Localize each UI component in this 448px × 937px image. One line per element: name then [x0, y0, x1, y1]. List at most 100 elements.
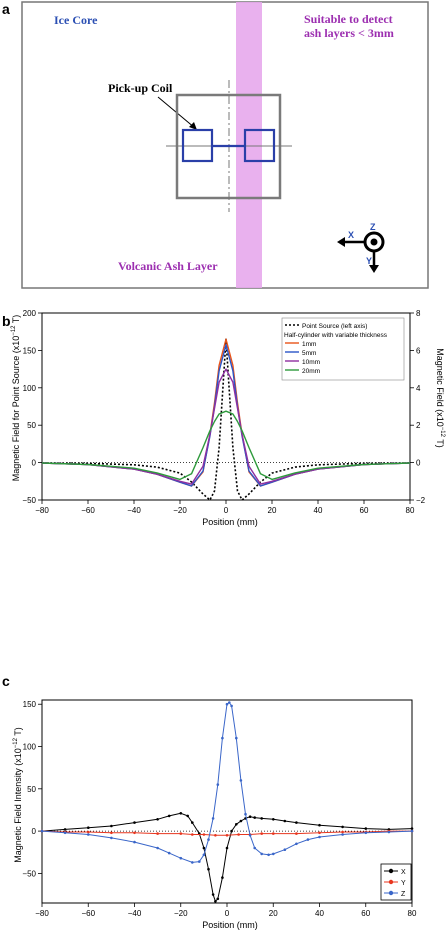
y-axis-arrowhead	[369, 265, 379, 273]
chart-c-series-z-point	[202, 853, 206, 857]
chart-c-series-z-point	[179, 856, 183, 860]
chart-c-series-z-point	[283, 848, 287, 851]
legend-half-cylinder-header: Half-cylinder with variable thickness	[284, 332, 388, 339]
chart-c-series-x-point	[216, 897, 220, 901]
chart-b-ylabel-right: Magnetic Field (x10−12 T)	[435, 348, 445, 448]
chart-c-xtick-label: 60	[361, 909, 370, 918]
panel-a: a Ice Core Suitable to detect ash layers…	[2, 1, 429, 289]
chart-b-xtick-label: −20	[173, 506, 187, 515]
chart-c-xtick-label: 40	[315, 909, 324, 918]
chart-c-series-x-point	[214, 900, 217, 903]
chart-c-series-x-point	[318, 823, 321, 827]
chart-c-series-z-point	[221, 736, 224, 740]
chart-c-ylabel: Magnetic Field Intensity (x10−12 T)	[13, 727, 23, 863]
chart-c-series-z-point	[267, 853, 270, 857]
chart-c-series-z-point	[235, 736, 238, 740]
chart-c-xtick-label: −60	[81, 909, 95, 918]
chart-c-xtick-label: −20	[174, 909, 188, 918]
chart-b-ytick-right-label: 0	[416, 459, 421, 468]
chart-b-ylabel-left: Magnetic Field for Point Source (x10−12 …	[11, 315, 21, 482]
chart-c: −80 −60 −40 −20 0 20 40 60 80 −50 0 50 100 150	[22, 699, 417, 918]
chart-c-series-y-point	[214, 834, 217, 837]
chart-c-ytick-label: 100	[23, 743, 37, 752]
chart-b-series-20mm	[41, 410, 411, 481]
chart-b-xtick-label: −80	[35, 506, 49, 515]
chart-c-series-z-point	[253, 846, 256, 850]
panel-label-a: a	[2, 1, 10, 17]
detect-note-line2: ash layers < 3mm	[304, 26, 394, 40]
chart-c-series-z-point	[364, 831, 368, 835]
chart-c-series-y-point	[260, 832, 264, 835]
chart-b-ytick-right-label: 6	[416, 346, 421, 355]
chart-c-series-z-point	[133, 840, 136, 844]
chart-c-series-z-point	[216, 783, 220, 786]
chart-b-ytick-left-label: 0	[32, 459, 37, 468]
chart-c-ytick-label: 150	[23, 700, 37, 709]
y-axis-label: Y	[366, 256, 372, 266]
chart-c-series-y-point	[225, 834, 229, 837]
chart-c-series-x-point	[341, 825, 344, 829]
chart-c-series-x-point	[235, 823, 238, 826]
chart-c-series-x-point	[186, 814, 189, 818]
chart-c-series-x-point	[364, 827, 368, 830]
chart-c-series-x-point	[211, 893, 215, 896]
chart-c-series-z-point	[198, 860, 201, 863]
chart-b-legend: Point Source (left axis) Half-cylinder w…	[281, 317, 405, 381]
legend-1mm-label: 1mm	[302, 341, 316, 348]
ice-core-label: Ice Core	[54, 13, 98, 27]
chart-b-ytick-left-label: −50	[22, 496, 36, 505]
legend-10mm-label: 10mm	[302, 359, 320, 366]
chart-c-series-z-point	[272, 852, 275, 856]
legend-y-label: Y	[401, 880, 406, 887]
chart-c-series-x-point	[230, 829, 233, 833]
chart-c-xtick-label: −40	[128, 909, 142, 918]
z-axis-label: Z	[370, 222, 376, 232]
chart-c-series-x-point	[225, 846, 229, 850]
chart-c-series-x-point	[239, 819, 243, 823]
chart-c-series-z-point	[318, 835, 321, 839]
legend-x-marker	[388, 868, 394, 874]
chart-b-xtick-label: 20	[268, 506, 277, 515]
chart-c-series-y-point	[87, 830, 90, 834]
chart-c-series-x-point	[156, 818, 159, 821]
chart-c-series-x-point	[260, 817, 264, 820]
chart-c-series-y-point	[191, 833, 194, 836]
chart-c-series-y-point	[133, 831, 136, 835]
chart-b-ytick-left-label: 200	[23, 309, 37, 318]
chart-b-ytick-right-label: −2	[416, 496, 426, 505]
chart-c-series-y-point	[156, 832, 159, 835]
chart-c-series-z-point	[260, 852, 264, 856]
chart-b-ytick-left-label: 100	[23, 384, 37, 393]
chart-c-series-z-point	[410, 829, 414, 833]
ice-core-frame	[21, 1, 429, 289]
x-axis-label: X	[348, 230, 354, 240]
chart-c-xtick-label: 0	[225, 909, 230, 918]
chart-c-series-z-point	[225, 702, 229, 706]
chart-c-series-x-point	[295, 821, 298, 824]
legend-point-source-label: Point Source (left axis)	[302, 323, 367, 330]
chart-c-series-y-point	[341, 830, 344, 834]
chart-c-ytick-label: −50	[22, 869, 36, 878]
chart-c-series-x-point	[179, 812, 183, 815]
chart-c-series-z-point	[40, 829, 44, 833]
chart-c-series-x-line	[41, 812, 413, 902]
chart-c-series-z-point	[230, 704, 233, 708]
chart-c-series-y-point	[110, 831, 113, 835]
chart-c-series-x-point	[202, 846, 206, 850]
chart-b-ytick-left-label: 50	[27, 421, 36, 430]
chart-c-series-z-point	[228, 701, 231, 704]
chart-c-series-x-point	[207, 867, 210, 871]
legend-x-label: X	[401, 869, 406, 876]
chart-c-series-x-point	[410, 827, 414, 830]
chart-c-series-z-point	[207, 838, 210, 841]
panel-label-c: c	[2, 673, 10, 689]
chart-c-series-z-point	[87, 833, 90, 836]
chart-c-series-z-point	[306, 838, 310, 841]
chart-c-ytick-label: 0	[32, 827, 37, 836]
chart-c-series-z-point	[156, 846, 159, 850]
chart-b-xlabel: Position (mm)	[202, 517, 258, 527]
chart-b-ytick-left-label: 150	[23, 346, 37, 355]
chart-b-xtick-label: 40	[314, 506, 323, 515]
legend-5mm-label: 5mm	[302, 350, 316, 357]
